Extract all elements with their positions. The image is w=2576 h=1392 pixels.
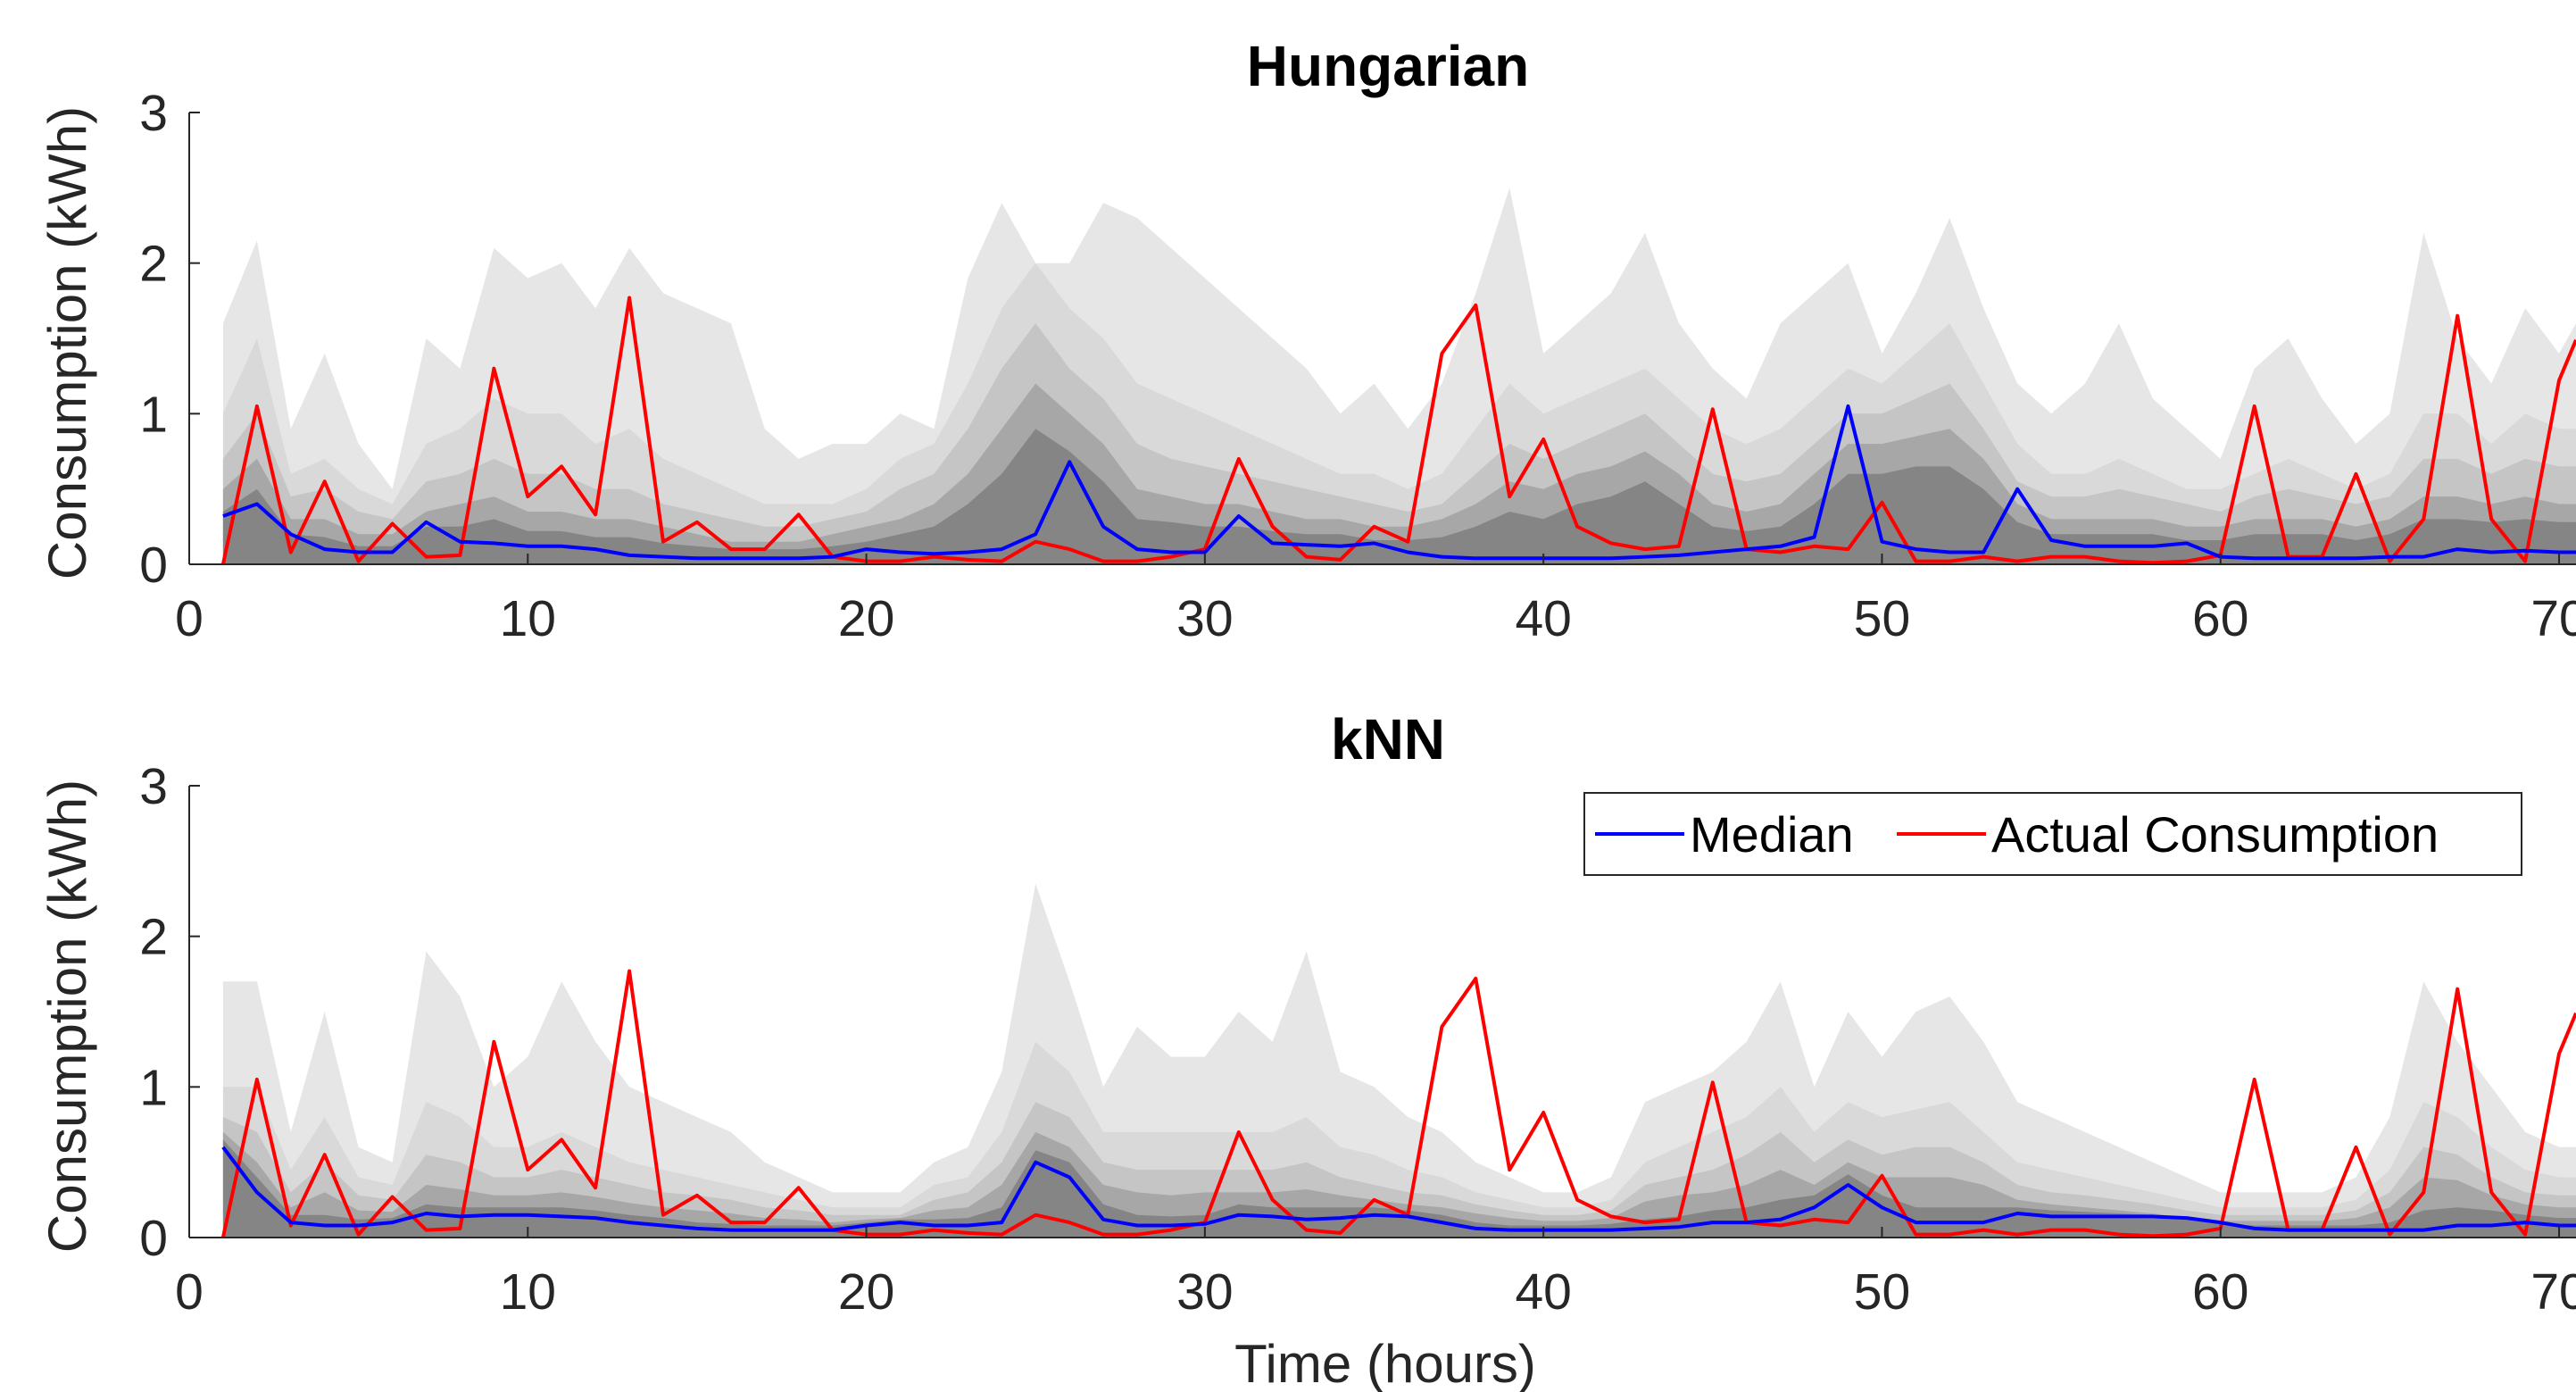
x-tick-label: 50 — [1854, 590, 1910, 647]
x-tick-label: 20 — [838, 590, 894, 647]
y-tick-label: 3 — [139, 85, 168, 142]
x-tick-label: 40 — [1515, 590, 1571, 647]
legend-label-median: Median — [1690, 806, 1854, 863]
series-line-median — [221, 1146, 2576, 1232]
legend: Median Actual Consumption — [1583, 792, 2522, 876]
y-axis-label: Consumption (kWh) — [37, 779, 97, 1253]
y-tick-label: 0 — [139, 1210, 168, 1267]
x-tick-label: 70 — [2530, 590, 2576, 647]
y-tick-label: 0 — [139, 537, 168, 594]
x-tick-label: 0 — [175, 590, 204, 647]
series-group — [220, 969, 2576, 1238]
chart-title: Hungarian — [1247, 34, 1529, 98]
percentile-bands — [222, 883, 2576, 1238]
y-tick-label: 2 — [139, 236, 168, 293]
x-tick-label: 0 — [175, 1263, 204, 1321]
percentile-band-5 — [222, 1139, 2576, 1238]
percentile-band-5 — [222, 429, 2576, 564]
percentile-bands — [222, 188, 2576, 564]
y-tick-label: 3 — [139, 758, 168, 815]
x-tick-label: 10 — [500, 1263, 556, 1321]
x-tick-label: 70 — [2530, 1263, 2576, 1321]
axes: 0 10 20 30 40 50 60 70 0 1 2 3 — [139, 85, 2576, 647]
y-tick-label: 1 — [139, 386, 168, 443]
y-tick-label: 1 — [139, 1059, 168, 1116]
chart-panel-knn: 0 10 20 30 40 50 60 70 0 1 2 3 kNN Consumption (kWh… — [37, 707, 2576, 1392]
legend-label-actual: Actual Consumption — [1991, 806, 2439, 863]
series-line-median — [222, 404, 2576, 561]
x-tick-label: 30 — [1176, 1263, 1233, 1321]
y-tick-label: 2 — [139, 909, 168, 966]
x-tick-label: 20 — [838, 1263, 894, 1321]
y-axis-label: Consumption (kWh) — [37, 106, 97, 579]
x-axis-label: Time (hours) — [1234, 1334, 1536, 1392]
x-tick-label: 10 — [500, 590, 556, 647]
series-line-actual-consumption — [220, 296, 2576, 565]
chart-panel-hungarian: 0 10 20 30 40 50 60 70 0 1 2 3 Hungarian Consumptio… — [37, 34, 2576, 647]
x-tick-label: 40 — [1515, 1263, 1571, 1321]
axes: 0 10 20 30 40 50 60 70 0 1 2 3 — [139, 758, 2576, 1321]
x-tick-label: 30 — [1176, 590, 1233, 647]
chart-title: kNN — [1331, 707, 1445, 771]
x-tick-label: 60 — [2192, 590, 2248, 647]
x-tick-label: 60 — [2192, 1263, 2248, 1321]
legend-box — [1583, 792, 2522, 876]
x-tick-label: 50 — [1854, 1263, 1910, 1321]
series-group — [220, 296, 2576, 565]
